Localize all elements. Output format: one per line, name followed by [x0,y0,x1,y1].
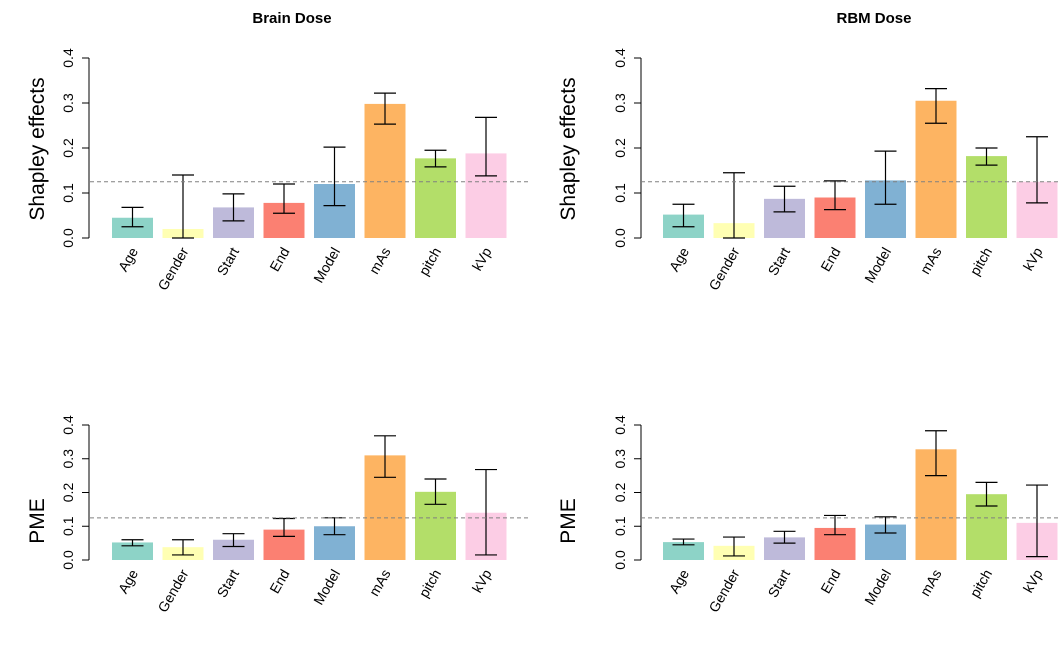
y-axis-label: PME [26,498,49,544]
y-tick-label: 0.4 [612,415,628,435]
category-label: End [266,245,292,275]
bar-age [112,542,153,560]
category-label: Gender [705,566,742,615]
chart-panel-rbm-shapley: RBM Dose Shapley effects 0.0 0.1 0.2 0.3 0.4… [530,0,1060,333]
category-label: Gender [154,566,191,615]
category-label: Start [213,566,242,600]
category-label: End [266,567,292,597]
category-label: kVp [469,244,495,273]
category-label: End [817,245,843,275]
y-tick-label: 0.0 [60,550,76,570]
y-tick-label: 0.1 [60,183,76,203]
category-label: Age [666,566,692,596]
category-label: pitch [415,567,444,601]
y-tick-label: 0.4 [60,415,76,435]
category-label: Age [115,566,141,596]
chart-svg: PME 0.0 0.1 0.2 0.3 0.4 Age Gender Start End Mode… [557,415,1060,615]
chart-title: Brain Dose [252,10,331,27]
category-label: mAs [366,245,394,277]
y-tick-label: 0.3 [612,449,628,469]
category-label: Model [861,567,894,608]
category-label: pitch [966,567,995,601]
category-label: Start [764,566,793,600]
bar-start [213,539,254,560]
category-label: Age [666,244,692,274]
y-tick-label: 0.0 [60,228,76,248]
y-tick-label: 0.4 [612,48,628,68]
category-label: Model [861,245,894,286]
category-label: mAs [366,567,394,599]
y-tick-label: 0.0 [612,228,628,248]
category-label: Gender [154,244,191,293]
category-label: kVp [1020,244,1046,273]
y-tick-label: 0.4 [60,48,76,68]
category-label: mAs [917,245,945,277]
category-label: Start [764,244,793,278]
bar-mas [364,103,406,239]
chart-svg: PME 0.0 0.1 0.2 0.3 0.4 Age Gender Start End Mode… [26,415,529,615]
category-label: pitch [415,245,444,279]
category-label: End [817,567,843,597]
y-tick-label: 0.1 [60,516,76,536]
y-tick-label: 0.3 [612,93,628,113]
y-tick-label: 0.1 [612,183,628,203]
category-label: Model [310,567,343,608]
chart-panel-rbm-pme: PME 0.0 0.1 0.2 0.3 0.4 Age Gender Start End Mode… [530,333,1060,666]
chart-title: RBM Dose [836,10,911,27]
category-label: kVp [469,566,495,595]
bar-pitch [415,158,456,238]
bar-age [112,217,153,238]
y-axis-label: PME [557,498,580,544]
chart-svg: RBM Dose Shapley effects 0.0 0.1 0.2 0.3 0.4… [557,10,1060,293]
y-axis-label: Shapley effects [26,77,49,220]
chart-panel-brain-shapley: Brain Dose Shapley effects 0.0 0.1 0.2 0.3 0… [0,0,530,333]
category-label: mAs [917,567,945,599]
y-tick-label: 0.2 [612,483,628,503]
chart-panel-brain-pme: PME 0.0 0.1 0.2 0.3 0.4 Age Gender Start End Mode… [0,333,530,666]
y-tick-label: 0.2 [60,138,76,158]
y-tick-label: 0.3 [60,449,76,469]
category-label: Age [115,244,141,274]
chart-svg: Brain Dose Shapley effects 0.0 0.1 0.2 0.3 0… [26,10,529,293]
bar-age [663,542,704,560]
category-label: Gender [705,244,742,293]
y-tick-label: 0.3 [60,93,76,113]
y-axis-label: Shapley effects [557,77,580,220]
y-tick-label: 0.1 [612,516,628,536]
category-label: Model [310,245,343,286]
bar-pitch [966,156,1007,238]
category-label: pitch [966,245,995,279]
category-label: Start [213,244,242,278]
y-tick-label: 0.2 [60,483,76,503]
y-tick-label: 0.2 [612,138,628,158]
category-label: kVp [1020,566,1046,595]
y-tick-label: 0.0 [612,550,628,570]
